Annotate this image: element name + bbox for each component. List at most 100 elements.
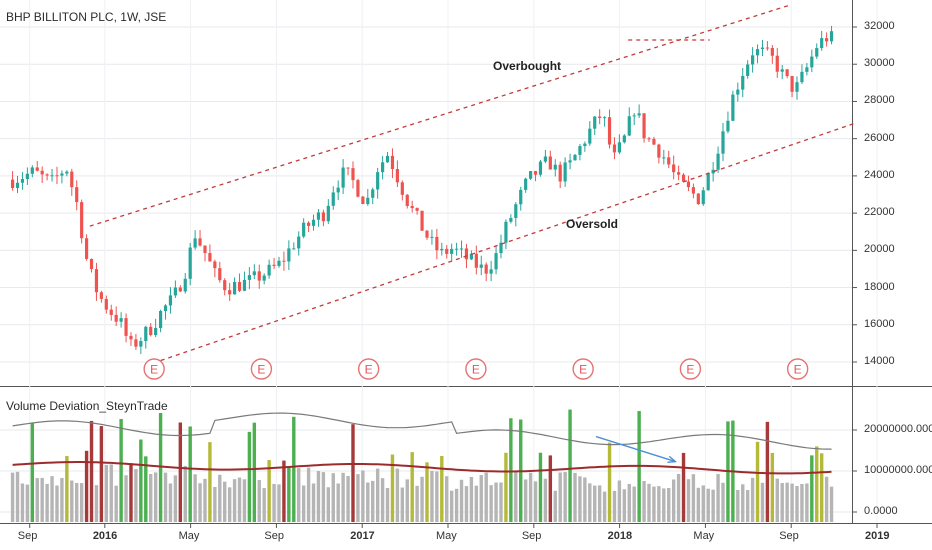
candle-body <box>721 131 725 154</box>
volume-bar <box>642 481 646 522</box>
volume-tick-label: 20000000.0000 <box>864 423 932 435</box>
candle-body <box>598 116 602 119</box>
candle-body <box>469 253 473 260</box>
time-tick-label: Sep <box>17 530 38 542</box>
candle-body <box>573 154 577 161</box>
candle-body <box>385 155 390 163</box>
candle-body <box>528 171 533 179</box>
volume-bar <box>257 480 261 522</box>
volume-bar <box>449 490 454 522</box>
volume-bar <box>543 478 548 522</box>
candle-body <box>203 245 207 254</box>
time-tick-label: May <box>693 530 715 542</box>
price-tick-label: 32000 <box>864 20 895 32</box>
volume-bar <box>297 468 301 522</box>
candle-body <box>770 48 774 56</box>
time-tick-label: Sep <box>779 530 799 542</box>
volume-bar <box>153 472 158 522</box>
volume-bar <box>499 482 503 522</box>
candle-body <box>20 179 25 183</box>
candle-body <box>755 49 760 56</box>
volume-bar <box>183 465 187 522</box>
candle-body <box>183 278 187 292</box>
volume-bar <box>385 487 390 522</box>
volume-bar <box>242 479 247 522</box>
candle-body <box>134 339 138 347</box>
volume-bar <box>301 485 306 522</box>
volume-bar <box>40 477 44 522</box>
candle-body <box>232 282 237 295</box>
candle-body <box>691 187 696 194</box>
volume-bar <box>706 488 710 522</box>
volume-bar <box>701 485 705 522</box>
candle-body <box>311 219 316 226</box>
time-tick-label: May <box>436 530 457 542</box>
volume-bar <box>346 475 350 522</box>
volume-bar <box>70 480 74 522</box>
volume-bar <box>79 483 84 522</box>
volume-bar <box>657 486 661 522</box>
candle-body <box>519 189 523 205</box>
volume-bar <box>755 441 760 522</box>
volume-bar <box>60 477 64 522</box>
candle-body <box>35 167 39 171</box>
volume-bar <box>65 456 69 522</box>
candle-body <box>652 138 656 145</box>
volume-bar <box>405 479 409 522</box>
volume-bar <box>686 479 691 522</box>
candle-body <box>543 156 547 162</box>
volume-bar <box>331 473 335 522</box>
candle-body <box>524 178 528 190</box>
volume-bar <box>149 473 153 522</box>
volume-bar <box>469 476 474 522</box>
volume-bar <box>425 462 429 522</box>
candle-body <box>173 287 177 296</box>
candle-body <box>553 164 557 170</box>
volume-bar <box>375 468 380 522</box>
volume-bar <box>573 472 577 522</box>
candle-body <box>588 128 592 144</box>
volume-bar <box>223 481 227 522</box>
candle-body <box>139 341 143 347</box>
candle-body <box>593 116 597 129</box>
volume-bar <box>326 487 331 522</box>
candle-body <box>237 282 242 291</box>
candle-body <box>228 290 232 295</box>
candle-body <box>366 197 370 205</box>
candle-body <box>810 56 814 68</box>
candle-body <box>356 180 360 197</box>
candle-body <box>158 311 163 329</box>
volume-bar <box>99 426 104 522</box>
volume-bar <box>563 472 567 522</box>
candle-body <box>726 120 730 132</box>
volume-bar <box>568 409 572 522</box>
volume-bar <box>770 452 775 522</box>
volume-bar <box>445 476 449 522</box>
candle-body <box>474 253 478 268</box>
candle-body <box>667 157 671 165</box>
candle-body <box>400 182 404 195</box>
candle-body <box>415 208 419 211</box>
candle-body <box>326 205 330 222</box>
candle-body <box>321 212 325 222</box>
volume-bar <box>805 483 809 522</box>
candle-body <box>10 179 15 188</box>
volume-bar <box>647 483 651 522</box>
volume-bar <box>745 490 750 522</box>
candle-body <box>435 236 439 251</box>
candle-body <box>331 192 335 206</box>
time-tick-label: May <box>178 530 200 542</box>
volume-bar <box>484 472 488 522</box>
volume-bar <box>829 486 834 522</box>
volume-bar <box>30 422 35 522</box>
volume-bar <box>667 487 671 522</box>
candle-body <box>612 144 617 153</box>
candle-body <box>760 47 765 50</box>
volume-bar <box>306 467 311 522</box>
volume-bar <box>188 426 192 522</box>
candle-body <box>558 164 562 182</box>
volume-bar <box>607 442 612 522</box>
volume-bar <box>380 478 385 522</box>
volume-bar <box>351 424 355 522</box>
candle-body <box>213 261 217 269</box>
